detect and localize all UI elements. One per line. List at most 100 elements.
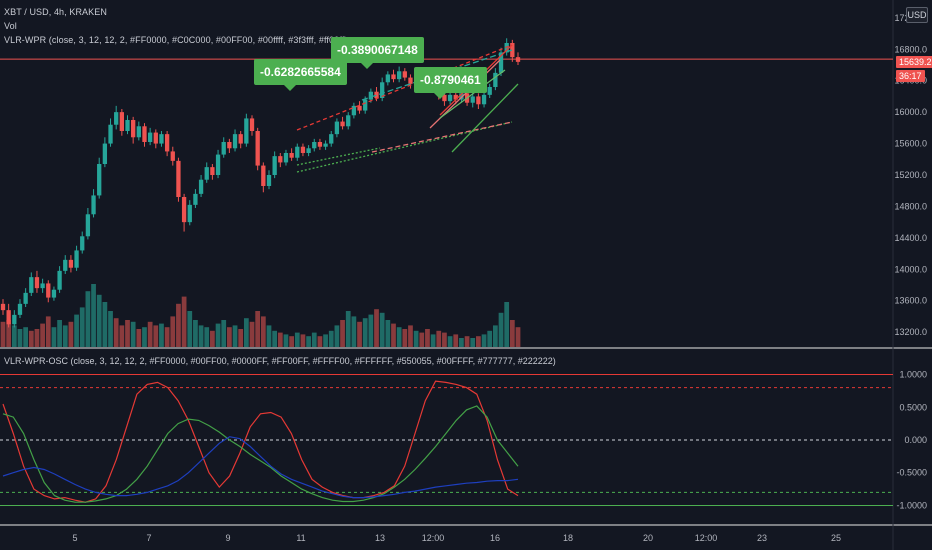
candle-body <box>329 134 334 144</box>
candle-body <box>91 195 96 215</box>
volume-bar <box>85 291 91 347</box>
candle-body <box>68 259 74 268</box>
volume-bar <box>226 327 232 347</box>
candle-body <box>453 94 458 100</box>
candle-body <box>470 96 475 103</box>
time-tick-label: 7 <box>146 533 151 543</box>
candle-body <box>80 236 85 251</box>
volume-bar <box>379 312 385 347</box>
candle-body <box>272 156 277 175</box>
osc-line-blue <box>2 436 519 499</box>
volume-bar <box>23 327 29 347</box>
trend-green-2 <box>439 69 506 119</box>
volume-bar <box>198 325 204 347</box>
volume-bar <box>28 330 34 347</box>
candle-body <box>164 134 170 152</box>
volume-bar <box>193 320 198 347</box>
currency-button[interactable]: USD <box>906 7 928 23</box>
volume-bar <box>221 320 227 347</box>
volume-bar <box>74 314 79 347</box>
volume-bar <box>147 321 153 347</box>
candle-body <box>283 153 289 163</box>
volume-bar <box>368 314 374 347</box>
symbol-title: XBT / USD, 4h, KRAKEN <box>4 7 107 17</box>
candle-body <box>278 156 283 163</box>
candle-body <box>385 74 390 83</box>
candle-body <box>317 142 323 147</box>
volume-bar <box>385 320 391 347</box>
candle-body <box>295 146 300 158</box>
volume-bar <box>164 327 170 347</box>
volume-bar <box>334 325 340 347</box>
candle-body <box>397 71 402 80</box>
time-tick-label: 23 <box>757 533 767 543</box>
volume-bar <box>108 311 113 347</box>
candle-body <box>85 214 91 237</box>
candle-body <box>374 91 379 98</box>
volume-bar <box>255 311 261 347</box>
candle-body <box>142 126 147 142</box>
candle-body <box>12 314 17 325</box>
indicator-label: VLR-WPR (close, 3, 12, 12, 2, #FF0000, #… <box>4 35 348 45</box>
volume-bar <box>283 334 289 347</box>
candle-body <box>210 167 215 175</box>
volume-bar <box>430 334 436 347</box>
candle-body <box>187 204 192 223</box>
volume-bar <box>311 332 317 347</box>
volume-bar <box>210 330 215 347</box>
price-tick-label: 13600.0 <box>894 296 927 306</box>
candle-body <box>159 134 164 144</box>
candle-body <box>487 87 492 95</box>
callout-value-1: -0.6282665584 <box>254 59 347 91</box>
volume-bar <box>470 338 476 347</box>
volume-bar <box>345 311 351 347</box>
candle-body <box>34 277 40 289</box>
candle-body <box>481 94 487 105</box>
candle-body <box>6 310 11 325</box>
volume-bar <box>125 320 130 347</box>
volume-bar <box>119 325 125 347</box>
volume-bar <box>136 329 142 347</box>
candle-body <box>147 132 153 142</box>
volume-bar <box>159 323 164 347</box>
time-tick-label: 25 <box>831 533 841 543</box>
callout-value-2: -0.3890067148 <box>331 37 424 69</box>
time-tick-label: 12:00 <box>695 533 718 543</box>
candle-body <box>125 120 130 131</box>
volume-bar <box>306 336 311 347</box>
candle-body <box>153 132 158 144</box>
volume-bar <box>40 323 45 347</box>
volume-bar <box>413 330 419 347</box>
volume-bar <box>204 327 210 347</box>
candle-body <box>340 121 345 127</box>
volume-bar <box>215 323 221 347</box>
volume-bar <box>294 332 300 347</box>
volume-bar <box>181 296 187 347</box>
candle-body <box>74 250 79 268</box>
volume-bar <box>153 325 159 347</box>
candle-body <box>0 303 6 311</box>
volume-bar <box>17 329 23 347</box>
price-tick-label: 13200.0 <box>894 327 927 337</box>
candle-body <box>198 179 204 194</box>
volume-bar <box>476 336 481 347</box>
osc-tick-label: -1.0000 <box>896 500 927 510</box>
candle-body <box>323 143 328 147</box>
volume-bar <box>464 336 470 347</box>
candle-body <box>357 105 362 111</box>
candle-body <box>346 115 351 127</box>
osc-line-green <box>2 405 519 503</box>
candle-body <box>23 292 28 304</box>
candle-body <box>97 164 102 196</box>
volume-bar <box>96 294 102 347</box>
candle-body <box>232 134 238 149</box>
price-tick-label: 14800.0 <box>894 201 927 211</box>
volume-bar <box>436 330 442 347</box>
candle-body <box>493 72 498 87</box>
candle-body <box>114 112 119 125</box>
candle-body <box>289 153 294 158</box>
candle-body <box>221 142 226 155</box>
candle-body <box>181 197 187 223</box>
volume-bar <box>68 321 74 347</box>
volume-bar <box>509 320 515 347</box>
